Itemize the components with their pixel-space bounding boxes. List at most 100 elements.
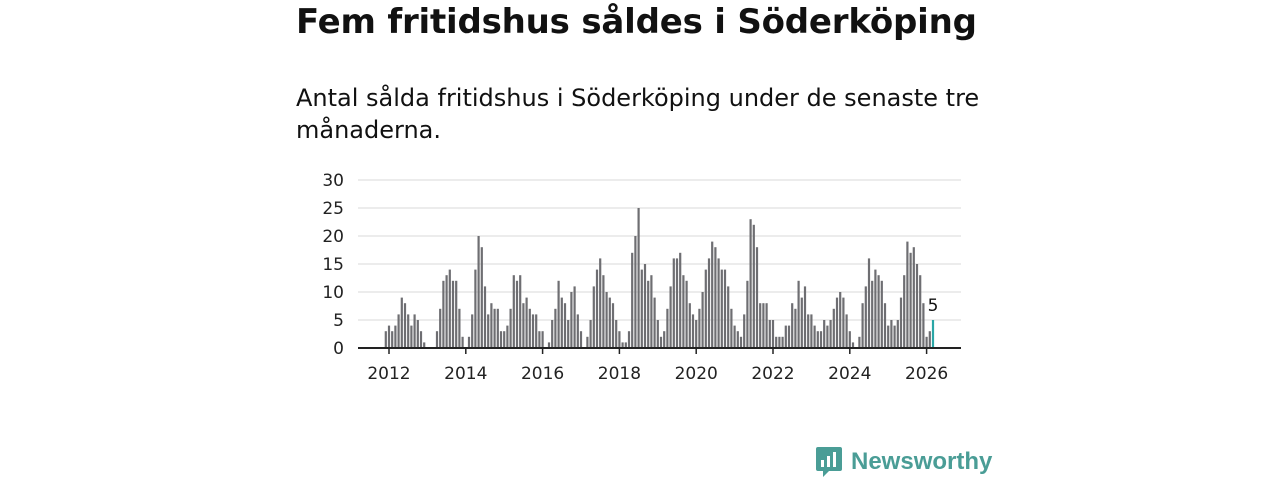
bar	[547, 342, 551, 348]
grid-lines	[358, 179, 961, 321]
bar	[848, 331, 851, 348]
bar	[474, 269, 477, 348]
bar	[666, 308, 669, 348]
bar	[403, 303, 407, 348]
bar	[442, 280, 445, 348]
bar	[525, 297, 528, 348]
bar	[599, 258, 602, 348]
bar	[695, 320, 698, 348]
bar	[663, 331, 666, 348]
latest-value-label: 5	[928, 296, 939, 316]
bar	[461, 336, 464, 348]
bar	[791, 303, 794, 348]
bar	[688, 303, 691, 348]
bar	[739, 336, 743, 348]
bar	[922, 303, 925, 348]
bar	[752, 224, 755, 348]
bar	[839, 292, 842, 348]
bar	[624, 342, 627, 348]
bar	[896, 320, 899, 348]
bar	[435, 331, 439, 348]
bar	[554, 308, 557, 348]
bar	[691, 314, 695, 348]
bar	[746, 280, 749, 348]
bar	[519, 275, 522, 348]
bar	[807, 314, 810, 348]
bar	[858, 336, 861, 348]
bar	[391, 331, 394, 348]
x-tick-label: 2022	[751, 364, 794, 384]
bar	[797, 280, 800, 348]
bar	[912, 247, 915, 348]
bar	[650, 275, 653, 348]
bar	[579, 331, 583, 348]
bar	[509, 308, 512, 348]
y-tick-label: 0	[333, 339, 344, 359]
bar	[487, 314, 490, 348]
x-tick-label: 2016	[521, 364, 564, 384]
bar	[515, 280, 519, 348]
bar	[439, 308, 442, 348]
bar	[637, 208, 640, 348]
bar	[915, 264, 919, 348]
bar	[384, 331, 387, 348]
bar	[759, 303, 762, 348]
bar	[851, 342, 855, 348]
bar	[714, 247, 717, 348]
bar	[845, 314, 848, 348]
bar	[903, 275, 906, 348]
bar	[416, 320, 419, 348]
bar	[541, 331, 544, 348]
bar-chart-icon	[816, 447, 842, 477]
bar	[794, 308, 797, 348]
bar	[506, 325, 509, 348]
bar	[701, 292, 704, 348]
bar	[810, 314, 813, 348]
bar	[467, 336, 471, 348]
bar	[749, 219, 752, 348]
bar	[723, 269, 727, 348]
bar	[675, 258, 679, 348]
bar	[679, 252, 682, 348]
bar	[589, 320, 592, 348]
y-tick-label: 5	[333, 311, 344, 331]
bar	[826, 325, 829, 348]
bar	[471, 314, 474, 348]
bar	[621, 342, 624, 348]
bar	[496, 308, 499, 348]
bar	[647, 280, 650, 348]
bar	[704, 269, 707, 348]
bar	[640, 269, 643, 348]
bar	[816, 331, 819, 348]
bar	[397, 314, 400, 348]
bar	[656, 320, 659, 348]
bar	[711, 241, 714, 348]
bar	[672, 258, 675, 348]
bar	[880, 280, 883, 348]
x-tick-label: 2018	[598, 364, 641, 384]
bar	[618, 331, 621, 348]
bar	[813, 325, 816, 348]
bar	[743, 314, 746, 348]
bar	[512, 275, 515, 348]
bar	[925, 336, 928, 348]
bar	[669, 286, 672, 348]
bar	[592, 286, 595, 348]
bar	[407, 314, 410, 348]
bar	[522, 303, 525, 348]
bar	[477, 236, 480, 348]
bar	[528, 308, 531, 348]
bar	[538, 331, 541, 348]
bar	[394, 325, 397, 348]
bar	[928, 331, 931, 348]
bar	[698, 308, 701, 348]
bar	[832, 308, 835, 348]
bar	[605, 292, 608, 348]
bar-latest	[931, 320, 935, 348]
bar	[483, 286, 487, 348]
bar	[535, 314, 538, 348]
bar	[576, 314, 579, 348]
bar	[503, 331, 506, 348]
bar	[499, 331, 503, 348]
bar	[602, 275, 605, 348]
